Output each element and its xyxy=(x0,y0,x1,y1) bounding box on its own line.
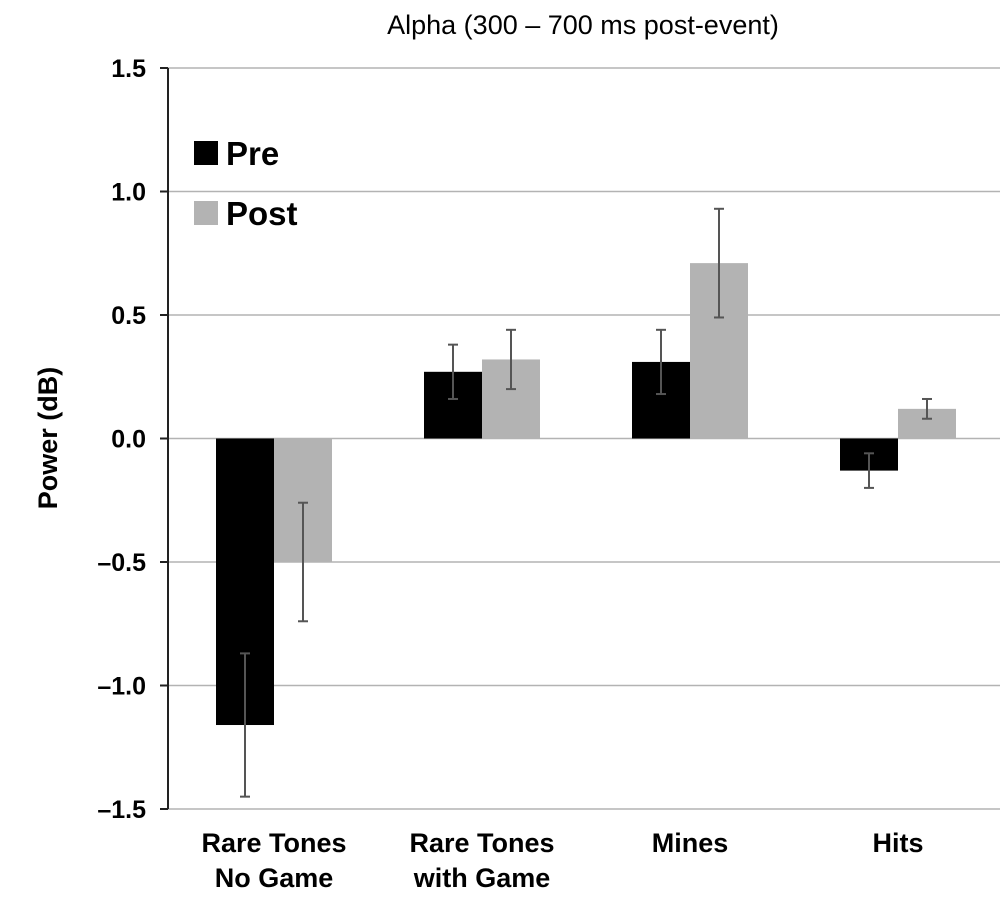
error-bar-post-0 xyxy=(298,501,308,623)
y-tick-label: –0.5 xyxy=(97,549,146,577)
y-axis-label: Power (dB) xyxy=(33,367,63,510)
legend-label-post: Post xyxy=(226,195,298,232)
x-category-labels: Rare Tones No Game Rare Tones with Game Mine… xyxy=(201,828,923,893)
error-bar-pre-0 xyxy=(240,652,250,798)
error-bar-pre-1 xyxy=(448,343,458,400)
error-bars-group xyxy=(240,207,932,798)
x-category-label: with Game xyxy=(413,863,551,893)
x-category-label: Hits xyxy=(872,828,923,858)
legend-swatch-post xyxy=(194,201,218,225)
error-bar-pre-3 xyxy=(864,452,874,489)
y-tick-labels: 1.5 1.0 0.5 0.0 –0.5 –1.0 –1.5 xyxy=(97,55,146,824)
y-tick-label: –1.0 xyxy=(97,673,146,701)
legend-swatch-pre xyxy=(194,141,218,165)
y-tick-label: 0.5 xyxy=(111,302,146,330)
x-category-label: No Game xyxy=(215,863,334,893)
error-bar-post-1 xyxy=(506,328,516,391)
bars-group xyxy=(216,263,956,726)
error-bar-post-2 xyxy=(714,207,724,319)
error-bar-post-3 xyxy=(922,397,932,420)
y-tick-label: 1.0 xyxy=(111,179,146,207)
y-tick-label: 0.0 xyxy=(111,426,146,454)
error-bar-pre-2 xyxy=(656,328,666,396)
y-tick-label: –1.5 xyxy=(97,796,146,824)
y-tick-label: 1.5 xyxy=(111,55,146,83)
chart-title: Alpha (300 – 700 ms post-event) xyxy=(387,10,779,40)
x-category-label: Mines xyxy=(652,828,729,858)
legend: Pre Post xyxy=(194,135,298,232)
legend-label-pre: Pre xyxy=(226,135,279,172)
x-category-label: Rare Tones xyxy=(201,828,346,858)
x-category-label: Rare Tones xyxy=(409,828,554,858)
